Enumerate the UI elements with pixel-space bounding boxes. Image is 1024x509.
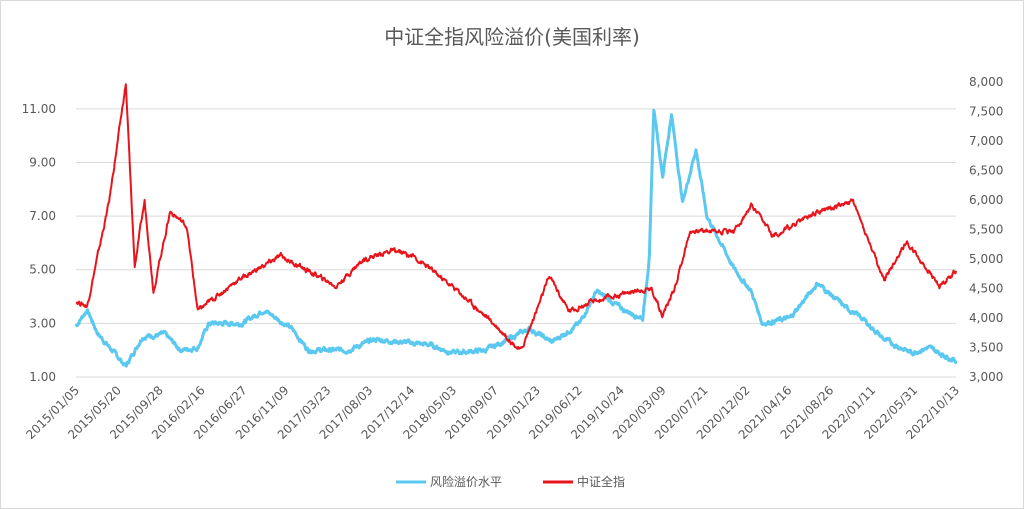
right-axis-ticks: 3,000 3,500 4,000 4,500 5,000 5,500 6,000 6,500… [969,75,1003,384]
x-axis-ticks: 2015/01/052015/05/202015/09/282016/02/16… [23,383,962,442]
right-tick-label: 7,000 [969,134,1003,148]
left-tick-label: 11.00 [22,102,56,116]
left-tick-label: 9.00 [29,155,56,169]
legend: 风险溢价水平 中证全指 [396,474,625,489]
right-tick-label: 6,000 [969,193,1003,207]
right-tick-label: 5,000 [969,252,1003,266]
right-tick-label: 3,000 [969,370,1003,384]
right-tick-label: 5,500 [969,223,1003,237]
left-tick-label: 1.00 [29,370,56,384]
legend-label-csi-index: 中证全指 [577,474,625,489]
right-tick-label: 4,500 [969,282,1003,296]
right-tick-label: 3,500 [969,341,1003,355]
left-tick-label: 3.00 [29,316,56,330]
series-line-csi-index [75,83,957,350]
right-tick-label: 8,000 [969,75,1003,89]
chart-title: 中证全指风险溢价(美国利率) [384,25,640,49]
left-tick-label: 7.00 [29,209,56,223]
right-tick-label: 4,000 [969,311,1003,325]
series-lines [74,83,958,368]
left-axis-ticks: 1.00 3.00 5.00 7.00 9.00 11.00 [22,102,56,384]
left-tick-label: 5.00 [29,263,56,277]
series-line-risk-premium [74,108,958,368]
legend-label-risk-premium: 风险溢价水平 [430,474,502,489]
right-tick-label: 6,500 [969,164,1003,178]
right-tick-label: 7,500 [969,105,1003,119]
